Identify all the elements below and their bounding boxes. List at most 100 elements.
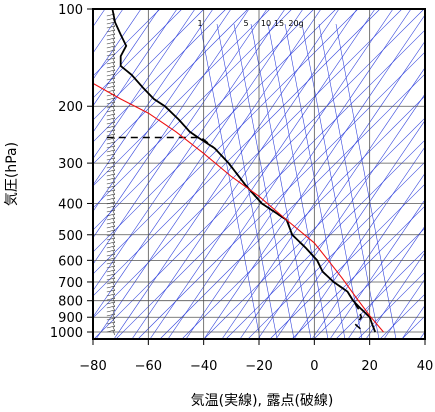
isotherm-line bbox=[93, 9, 196, 160]
wind-barb-shaft bbox=[106, 81, 115, 85]
x-axis-label: 気温(実線), 露点(破線) bbox=[191, 393, 334, 409]
isotherm-line bbox=[93, 9, 142, 80]
wind-barb-shaft bbox=[106, 257, 115, 261]
wind-barb-shaft bbox=[106, 113, 115, 117]
isotherm-line bbox=[329, 199, 425, 339]
wind-barb-shaft bbox=[106, 21, 115, 25]
wind-barb-shaft bbox=[106, 329, 115, 333]
wind-barb-shaft bbox=[106, 265, 115, 269]
isotherm-line bbox=[275, 119, 425, 339]
wind-barb-shaft bbox=[106, 181, 115, 185]
wind-barb-shaft bbox=[106, 297, 115, 301]
adiabat-line bbox=[225, 139, 425, 339]
wind-barb-shaft bbox=[106, 137, 115, 141]
wind-barb-shaft bbox=[106, 97, 115, 101]
wind-barb-shaft bbox=[106, 73, 115, 77]
wind-barb-shaft bbox=[106, 281, 115, 285]
y-tick-label: 800 bbox=[58, 295, 83, 310]
isotherm-line bbox=[365, 251, 425, 339]
mixing-ratio-line bbox=[250, 23, 312, 339]
wind-barb-shaft bbox=[106, 85, 115, 89]
wind-barb-shaft bbox=[106, 77, 115, 81]
isotherm-line bbox=[185, 9, 412, 339]
adiabat-line bbox=[313, 227, 425, 339]
mixing-ratio-line bbox=[233, 23, 295, 339]
isotherm-line bbox=[167, 9, 394, 339]
isotherm-line bbox=[131, 9, 358, 339]
wind-barb-shaft bbox=[106, 149, 115, 153]
wind-barb-shaft bbox=[106, 169, 115, 173]
x-axis-ticks: −80 −60 −40 −20 0 20 40 bbox=[79, 339, 433, 374]
wind-barb-shaft bbox=[106, 245, 115, 249]
wind-barb-shaft bbox=[106, 249, 115, 253]
wind-barb-shaft bbox=[106, 217, 115, 221]
wind-barb-shaft bbox=[106, 269, 115, 273]
mixing-ratio-line bbox=[284, 23, 346, 339]
isotherm-line bbox=[93, 9, 286, 292]
wind-barb-shaft bbox=[106, 61, 115, 65]
wind-barb-shaft bbox=[106, 225, 115, 229]
isotherm-line bbox=[93, 9, 304, 318]
wind-barb-shaft bbox=[106, 293, 115, 297]
isotherm-line bbox=[93, 9, 250, 239]
x-tick-label: −80 bbox=[79, 359, 106, 374]
wind-barb-shaft bbox=[106, 285, 115, 289]
wind-barb-shaft bbox=[106, 53, 115, 57]
wind-barb-shaft bbox=[106, 241, 115, 245]
isotherm-line bbox=[95, 9, 322, 339]
adiabat-line bbox=[93, 9, 381, 297]
y-axis-label: 気圧(hPa) bbox=[4, 142, 20, 206]
y-tick-label: 900 bbox=[58, 311, 83, 326]
wind-barb-shaft bbox=[106, 193, 115, 197]
wind-barb-shaft bbox=[106, 49, 115, 53]
wind-barb-shaft bbox=[106, 305, 115, 309]
wind-barb-shaft bbox=[106, 261, 115, 265]
wind-barb-shaft bbox=[106, 157, 115, 161]
wind-barb-shaft bbox=[106, 177, 115, 181]
adiabat-line bbox=[247, 161, 425, 339]
adiabat-line bbox=[93, 9, 183, 99]
adiabat-line bbox=[269, 183, 425, 339]
wind-barb-shaft bbox=[106, 33, 115, 37]
adiabat-line bbox=[137, 51, 425, 339]
wind-barb-shaft bbox=[106, 165, 115, 169]
y-tick-label: 700 bbox=[58, 276, 83, 291]
wind-barb-shaft bbox=[106, 317, 115, 321]
wind-barb-shaft bbox=[106, 201, 115, 205]
adiabat-line bbox=[93, 9, 359, 275]
adiabat-line bbox=[93, 9, 271, 187]
wind-barb-shaft bbox=[106, 121, 115, 125]
mixing-ratio-label: 20g bbox=[288, 19, 303, 28]
wind-barb-shaft bbox=[106, 133, 115, 137]
wind-barb-shaft bbox=[106, 29, 115, 33]
dewpoint-line bbox=[106, 136, 365, 333]
wind-barb-shaft bbox=[106, 237, 115, 241]
wind-barb-shaft bbox=[106, 65, 115, 69]
wind-barb-shaft bbox=[106, 205, 115, 209]
wind-barb-shaft bbox=[106, 161, 115, 165]
wind-barb-shaft bbox=[106, 69, 115, 73]
wind-barb-shaft bbox=[106, 221, 115, 225]
wind-barb-shaft bbox=[106, 233, 115, 237]
mixing-ratio-label: 5 bbox=[243, 19, 248, 28]
mixing-ratio-label: 1 bbox=[197, 19, 202, 28]
wind-barb-shaft bbox=[106, 309, 115, 313]
adiabat-line bbox=[357, 271, 425, 339]
wind-barb-shaft bbox=[106, 213, 115, 217]
wind-barb-shaft bbox=[106, 277, 115, 281]
mixing-ratio-line bbox=[216, 23, 278, 339]
x-tick-label: 20 bbox=[361, 359, 378, 374]
wind-barb-shaft bbox=[106, 173, 115, 177]
isotherm-line bbox=[93, 9, 232, 212]
wind-barb-shaft bbox=[106, 109, 115, 113]
x-tick-label: −60 bbox=[135, 359, 162, 374]
mixing-ratio-line bbox=[301, 23, 363, 339]
wind-barb-shaft bbox=[106, 129, 115, 133]
wind-barb-shaft bbox=[106, 25, 115, 29]
wind-barb-shaft bbox=[106, 197, 115, 201]
adiabat-line bbox=[335, 249, 425, 339]
wind-barb-shaft bbox=[106, 101, 115, 105]
wind-barb-shaft bbox=[106, 45, 115, 49]
